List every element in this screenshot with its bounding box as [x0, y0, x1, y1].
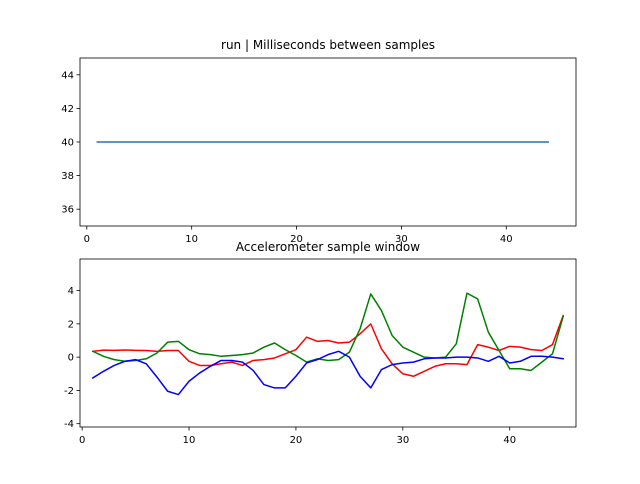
- x-tick-label: 0: [79, 435, 85, 446]
- x-tick-label: 30: [396, 435, 409, 446]
- plot-frame-bottom: [79, 258, 577, 428]
- y-tick-label: -2: [64, 386, 74, 397]
- panel-top: run | Milliseconds between samples 0 10 20…: [61, 38, 577, 245]
- x-tick-label: 10: [183, 435, 196, 446]
- y-axis-top: 36 38 40 42 44: [61, 70, 80, 216]
- y-tick-label: -4: [64, 419, 74, 430]
- chart-title-top: run | Milliseconds between samples: [221, 38, 435, 52]
- plot-frame-top: [79, 57, 577, 227]
- x-axis-top: 0 10 20 30 40: [84, 226, 513, 245]
- panel-bottom: Accelerometer sample window 0 10 20 30 40 -4…: [64, 240, 577, 446]
- series-line-bottom-2: [91, 350, 565, 396]
- y-tick-label: 44: [61, 70, 74, 81]
- x-tick-label: 40: [503, 435, 516, 446]
- y-tick-label: 2: [68, 319, 74, 330]
- x-axis-bottom: 0 10 20 30 40: [79, 427, 516, 446]
- y-tick-label: 38: [61, 171, 74, 182]
- x-tick-label: 10: [185, 234, 198, 245]
- y-tick-label: 40: [61, 138, 74, 149]
- series-line-bottom-1: [91, 292, 565, 372]
- y-tick-label: 42: [61, 104, 74, 115]
- x-tick-label: 20: [290, 435, 303, 446]
- y-tick-label: 4: [68, 286, 74, 297]
- series-group-bottom: [91, 292, 565, 396]
- x-tick-label: 20: [290, 234, 303, 245]
- y-tick-label: 36: [61, 205, 74, 216]
- x-tick-label: 0: [84, 234, 90, 245]
- series-line-bottom-0: [92, 314, 565, 378]
- chart-title-bottom: Accelerometer sample window: [236, 240, 420, 254]
- y-tick-label: 0: [68, 353, 74, 364]
- x-tick-label: 40: [500, 234, 513, 245]
- x-tick-label: 30: [395, 234, 408, 245]
- y-axis-bottom: -4 -2 0 2 4: [64, 286, 80, 430]
